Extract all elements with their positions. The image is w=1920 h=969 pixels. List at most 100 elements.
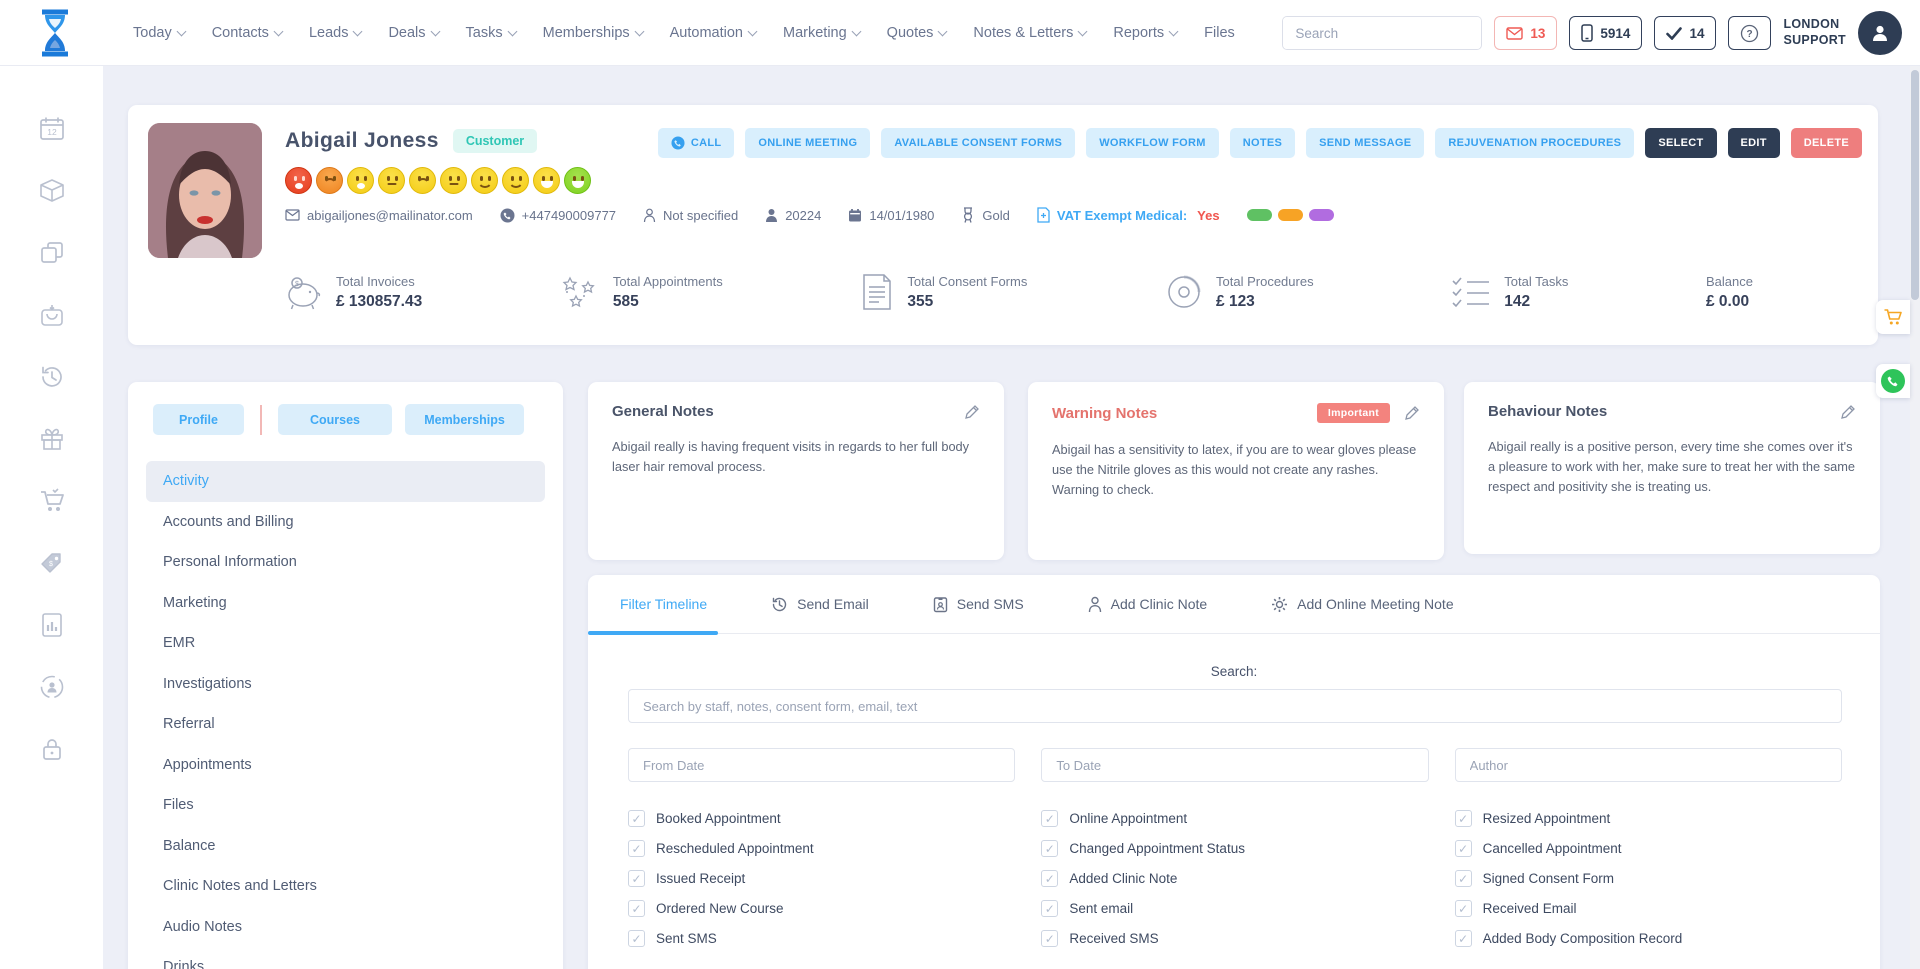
label-pill-orange[interactable] <box>1277 209 1303 221</box>
email-notifications-button[interactable]: 13 <box>1494 16 1558 50</box>
mood-emoji-6[interactable] <box>440 167 467 194</box>
filter-booked-appointment[interactable]: ✓ Booked Appointment <box>628 810 1015 827</box>
menu-item-appointments[interactable]: Appointments <box>163 756 252 773</box>
filter-online-appointment[interactable]: ✓ Online Appointment <box>1041 810 1428 827</box>
app-logo-hourglass-icon[interactable] <box>28 6 82 60</box>
call-button[interactable]: CALL <box>657 128 735 158</box>
floating-cart-button[interactable] <box>1876 300 1910 334</box>
from-date-input[interactable] <box>628 748 1016 782</box>
menu-item-files[interactable]: Files <box>163 797 194 814</box>
shopping-bag-icon[interactable] <box>39 302 65 328</box>
global-search-input[interactable] <box>1283 17 1482 49</box>
menu-item-audio-notes[interactable]: Audio Notes <box>163 918 242 935</box>
tab-send-sms[interactable]: Send SMS <box>933 596 1024 613</box>
nav-reports[interactable]: Reports <box>1113 25 1179 41</box>
mood-emoji-8[interactable] <box>502 167 529 194</box>
menu-item-referral[interactable]: Referral <box>163 716 215 733</box>
package-icon[interactable] <box>39 178 65 204</box>
nav-memberships[interactable]: Memberships <box>543 25 645 41</box>
menu-item-balance[interactable]: Balance <box>163 837 216 854</box>
nav-marketing[interactable]: Marketing <box>783 25 862 41</box>
menu-item-activity[interactable]: Activity <box>146 461 545 502</box>
author-input[interactable] <box>1454 748 1842 782</box>
edit-pencil-icon[interactable] <box>1840 404 1856 420</box>
user-avatar[interactable] <box>1858 11 1902 55</box>
nav-automation[interactable]: Automation <box>670 25 758 41</box>
rejuvenation-procedures-button[interactable]: REJUVENATION PROCEDURES <box>1435 128 1635 158</box>
menu-item-marketing[interactable]: Marketing <box>163 594 227 611</box>
menu-item-clinic-notes-letters[interactable]: Clinic Notes and Letters <box>163 878 317 895</box>
select-button[interactable]: SELECT <box>1645 128 1717 158</box>
client-phone[interactable]: +447490009777 <box>500 208 616 223</box>
filter-sent-email[interactable]: ✓ Sent email <box>1041 900 1428 917</box>
tab-courses[interactable]: Courses <box>278 404 392 435</box>
nav-leads[interactable]: Leads <box>309 25 363 41</box>
filter-sent-sms[interactable]: ✓ Sent SMS <box>628 930 1015 947</box>
label-pill-green[interactable] <box>1246 209 1272 221</box>
floating-phone-button[interactable] <box>1876 364 1910 398</box>
menu-item-investigations[interactable]: Investigations <box>163 675 252 692</box>
history-clock-icon[interactable] <box>39 364 65 390</box>
filter-changed-appointment-status[interactable]: ✓ Changed Appointment Status <box>1041 840 1428 857</box>
filter-signed-consent-form[interactable]: ✓ Signed Consent Form <box>1454 870 1842 887</box>
filter-ordered-new-course[interactable]: ✓ Ordered New Course <box>628 900 1015 917</box>
tab-add-online-meeting-note[interactable]: Add Online Meeting Note <box>1271 596 1454 613</box>
tab-profile[interactable]: Profile <box>153 404 244 435</box>
mood-emoji-2[interactable] <box>316 167 343 194</box>
sms-notifications-button[interactable]: 5914 <box>1569 16 1643 50</box>
help-button[interactable]: ? <box>1728 16 1772 50</box>
mood-emoji-9[interactable] <box>533 167 560 194</box>
online-meeting-button[interactable]: ONLINE MEETING <box>745 128 871 158</box>
mood-emoji-3[interactable] <box>347 167 374 194</box>
filter-resized-appointment[interactable]: ✓ Resized Appointment <box>1454 810 1842 827</box>
menu-item-accounts-billing[interactable]: Accounts and Billing <box>163 513 294 530</box>
nav-today[interactable]: Today <box>133 25 187 41</box>
mood-emoji-7[interactable] <box>471 167 498 194</box>
edit-pencil-icon[interactable] <box>964 404 980 420</box>
cart-icon[interactable] <box>39 488 65 514</box>
mood-emoji-4[interactable] <box>378 167 405 194</box>
filter-issued-receipt[interactable]: ✓ Issued Receipt <box>628 870 1015 887</box>
consent-forms-button[interactable]: AVAILABLE CONSENT FORMS <box>881 128 1076 158</box>
tab-add-clinic-note[interactable]: Add Clinic Note <box>1088 596 1207 613</box>
menu-item-emr[interactable]: EMR <box>163 635 196 652</box>
mood-emoji-10[interactable] <box>564 167 591 194</box>
nav-files[interactable]: Files <box>1204 25 1235 41</box>
send-message-button[interactable]: SEND MESSAGE <box>1306 128 1425 158</box>
notes-button[interactable]: NOTES <box>1229 128 1296 158</box>
filter-added-clinic-note[interactable]: ✓ Added Clinic Note <box>1041 870 1428 887</box>
tab-send-email[interactable]: Send Email <box>771 596 869 613</box>
filter-received-sms[interactable]: ✓ Received SMS <box>1041 930 1428 947</box>
gift-icon[interactable] <box>39 426 65 452</box>
to-date-input[interactable] <box>1041 748 1429 782</box>
copy-squares-icon[interactable] <box>39 240 65 266</box>
price-tag-icon[interactable]: $ <box>39 550 65 576</box>
tab-memberships[interactable]: Memberships <box>405 404 524 435</box>
tasks-button[interactable]: 14 <box>1654 16 1717 50</box>
support-person-icon[interactable] <box>39 674 65 700</box>
label-pill-purple[interactable] <box>1308 209 1334 221</box>
nav-quotes[interactable]: Quotes <box>887 25 948 41</box>
vertical-scrollbar[interactable] <box>1910 66 1920 969</box>
mood-emoji-1[interactable] <box>285 167 312 194</box>
delete-button[interactable]: DELETE <box>1790 128 1862 158</box>
filter-received-email[interactable]: ✓ Received Email <box>1454 900 1842 917</box>
workflow-form-button[interactable]: WORKFLOW FORM <box>1086 128 1219 158</box>
menu-item-personal-information[interactable]: Personal Information <box>163 554 297 571</box>
calendar-icon[interactable]: 12 <box>39 116 65 142</box>
client-email[interactable]: abigailjones@mailinator.com <box>285 208 473 223</box>
lock-icon[interactable] <box>39 736 65 762</box>
filter-cancelled-appointment[interactable]: ✓ Cancelled Appointment <box>1454 840 1842 857</box>
filter-rescheduled-appointment[interactable]: ✓ Rescheduled Appointment <box>628 840 1015 857</box>
edit-pencil-icon[interactable] <box>1404 405 1420 421</box>
nav-notes-letters[interactable]: Notes & Letters <box>973 25 1088 41</box>
menu-item-drinks[interactable]: Drinks <box>163 959 205 969</box>
nav-tasks[interactable]: Tasks <box>466 25 518 41</box>
scrollbar-thumb[interactable] <box>1911 70 1919 300</box>
edit-button[interactable]: EDIT <box>1727 128 1780 158</box>
nav-deals[interactable]: Deals <box>388 25 440 41</box>
mood-emoji-5[interactable] <box>409 167 436 194</box>
filter-added-body-composition-record[interactable]: ✓ Added Body Composition Record <box>1454 930 1842 947</box>
timeline-search-input[interactable] <box>628 689 1842 723</box>
nav-contacts[interactable]: Contacts <box>212 25 284 41</box>
